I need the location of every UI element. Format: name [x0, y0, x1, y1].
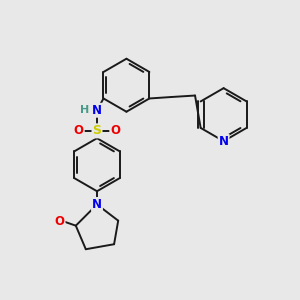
- Text: O: O: [74, 124, 84, 137]
- Text: N: N: [92, 198, 102, 211]
- Text: S: S: [92, 124, 101, 137]
- Text: N: N: [92, 104, 102, 117]
- Text: O: O: [55, 215, 64, 228]
- Text: O: O: [110, 124, 120, 137]
- Text: H: H: [80, 105, 89, 115]
- Text: N: N: [219, 135, 229, 148]
